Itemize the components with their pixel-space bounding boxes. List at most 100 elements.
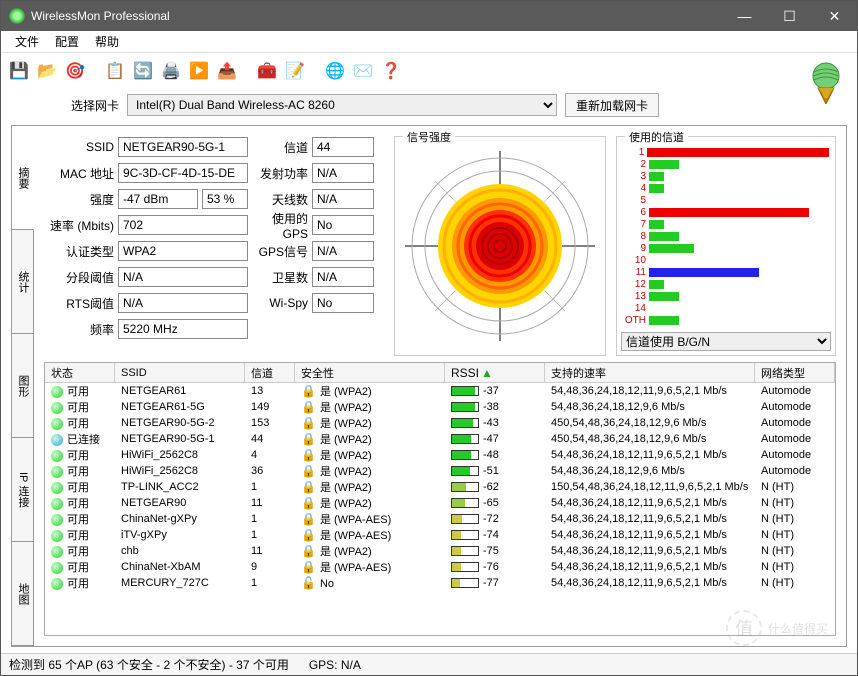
table-row[interactable]: 可用ChinaNet-gXPy1🔒是 (WPA-AES)-7254,48,36,… [45,511,835,527]
gpss-label: GPS信号 [252,243,308,260]
col-rates[interactable]: 支持的速率 [545,363,755,382]
statusbar: 检测到 65 个AP (63 个安全 - 2 个不安全) - 37 个可用 GP… [1,653,857,675]
chan-field[interactable] [312,137,374,157]
menu-file[interactable]: 文件 [7,31,47,52]
minimize-button[interactable]: — [722,1,767,31]
col-ssid[interactable]: SSID [115,363,245,382]
channel-bar: 4 [623,183,829,194]
col-rssi[interactable]: RSSI▲ [445,363,545,382]
table-row[interactable]: 可用HiWiFi_2562C836🔒是 (WPA2)-5154,48,36,24… [45,463,835,479]
side-tabs: 摘要 统计 图形 IP 连接 地图 [12,126,34,646]
col-chan[interactable]: 信道 [245,363,295,382]
channel-bar: 5 [623,195,829,206]
channel-usage-box: 使用的信道 1234567891011121314OTH 信道使用 B/G/N [616,136,836,356]
mac-label: MAC 地址 [44,165,114,182]
copy-icon[interactable]: 📋 [103,59,127,83]
tab-summary[interactable]: 摘要 [12,126,34,230]
txp-field[interactable] [312,163,374,183]
table-row[interactable]: 可用ChinaNet-XbAM9🔒是 (WPA-AES)-7654,48,36,… [45,559,835,575]
reload-button[interactable]: 重新加载网卡 [565,93,659,117]
table-row[interactable]: 已连接NETGEAR90-5G-144🔒是 (WPA2)-47450,54,48… [45,431,835,447]
gpss-field[interactable] [312,241,374,261]
gps-field[interactable] [312,215,374,235]
channel-bar: 7 [623,219,829,230]
tab-map[interactable]: 地图 [12,542,33,646]
radar-chart [405,151,595,341]
freq-field[interactable] [118,319,248,339]
watermark: 值什么值得买 [726,610,828,646]
col-nettype[interactable]: 网络类型 [755,363,835,382]
pct-field[interactable] [202,189,248,209]
frag-field[interactable] [118,267,248,287]
print-icon[interactable]: 🖨️ [159,59,183,83]
open-icon[interactable]: 📂 [35,59,59,83]
channel-bar: 14 [623,303,829,314]
rate-field[interactable] [118,215,248,235]
globe-icon[interactable]: 🌐 [323,59,347,83]
sat-label: 卫星数 [252,269,308,286]
channel-bar: 13 [623,291,829,302]
status-gps: GPS: N/A [309,658,361,672]
wispy-label: Wi-Spy [252,296,308,310]
table-row[interactable]: 可用NETGEAR9011🔒是 (WPA2)-6554,48,36,24,18,… [45,495,835,511]
channel-bar: OTH [623,315,829,326]
status-aps: 检测到 65 个AP (63 个安全 - 2 个不安全) - 37 个可用 [9,656,289,673]
channel-bar: 9 [623,243,829,254]
sigbox-title: 信号强度 [403,129,455,145]
menubar: 文件 配置 帮助 [1,31,857,53]
table-row[interactable]: 可用iTV-gXPy1🔒是 (WPA-AES)-7454,48,36,24,18… [45,527,835,543]
table-row[interactable]: 可用NETGEAR6113🔒是 (WPA2)-3754,48,36,24,18,… [45,383,835,399]
frag-label: 分段阈值 [44,269,114,286]
wispy-field[interactable] [312,293,374,313]
freq-label: 频率 [44,321,114,338]
tab-ip[interactable]: IP 连接 [12,438,33,542]
gps-label: 使用的GPS [252,210,308,241]
str-label: 强度 [44,191,114,208]
col-status[interactable]: 状态 [45,363,115,382]
help-icon[interactable]: ❓ [379,59,403,83]
table-row[interactable]: 可用NETGEAR61-5G149🔒是 (WPA2)-3854,48,36,24… [45,399,835,415]
table-row[interactable]: 可用MERCURY_727C1🔓No-7754,48,36,24,18,12,1… [45,575,835,591]
ant-field[interactable] [312,189,374,209]
str-field[interactable] [118,189,198,209]
table-row[interactable]: 可用chb11🔒是 (WPA2)-7554,48,36,24,18,12,11,… [45,543,835,559]
close-button[interactable]: ✕ [812,1,857,31]
channel-bar: 2 [623,159,829,170]
adapter-row: 选择网卡 Intel(R) Dual Band Wireless-AC 8260… [1,89,857,125]
channel-mode-select[interactable]: 信道使用 B/G/N [621,332,831,351]
rts-field[interactable] [118,293,248,313]
channel-bar: 6 [623,207,829,218]
txp-label: 发射功率 [252,165,308,182]
tool1-icon[interactable]: 🧰 [255,59,279,83]
maximize-button[interactable]: ☐ [767,1,812,31]
target-icon[interactable]: 🎯 [63,59,87,83]
mac-field[interactable] [118,163,248,183]
col-sec[interactable]: 安全性 [295,363,445,382]
tool2-icon[interactable]: 📝 [283,59,307,83]
adapter-select[interactable]: Intel(R) Dual Band Wireless-AC 8260 [127,94,557,116]
auth-field[interactable] [118,241,248,261]
toolbar: 💾 📂 🎯 📋 🔄 🖨️ ▶️ 📤 🧰 📝 🌐 ✉️ ❓ [1,53,857,89]
table-row[interactable]: 可用TP-LINK_ACC21🔒是 (WPA2)-62150,54,48,36,… [45,479,835,495]
channel-bar: 8 [623,231,829,242]
table-row[interactable]: 可用HiWiFi_2562C84🔒是 (WPA2)-4854,48,36,24,… [45,447,835,463]
adapter-label: 选择网卡 [71,97,119,114]
titlebar: WirelessMon Professional — ☐ ✕ [1,1,857,31]
tab-stats[interactable]: 统计 [12,230,33,334]
menu-help[interactable]: 帮助 [87,31,127,52]
channel-bar: 11 [623,267,829,278]
tab-graph[interactable]: 图形 [12,334,33,438]
ssid-field[interactable] [118,137,248,157]
sat-field[interactable] [312,267,374,287]
chan-label: 信道 [252,139,308,156]
export-icon[interactable]: 📤 [215,59,239,83]
refresh-icon[interactable]: 🔄 [131,59,155,83]
menu-config[interactable]: 配置 [47,31,87,52]
save-icon[interactable]: 💾 [7,59,31,83]
grid-body[interactable]: 可用NETGEAR6113🔒是 (WPA2)-3754,48,36,24,18,… [45,383,835,635]
mail-icon[interactable]: ✉️ [351,59,375,83]
play-icon[interactable]: ▶️ [187,59,211,83]
table-row[interactable]: 可用NETGEAR90-5G-2153🔒是 (WPA2)-43450,54,48… [45,415,835,431]
signal-strength-box: 信号强度 [394,136,606,356]
chanbox-title: 使用的信道 [625,129,688,145]
